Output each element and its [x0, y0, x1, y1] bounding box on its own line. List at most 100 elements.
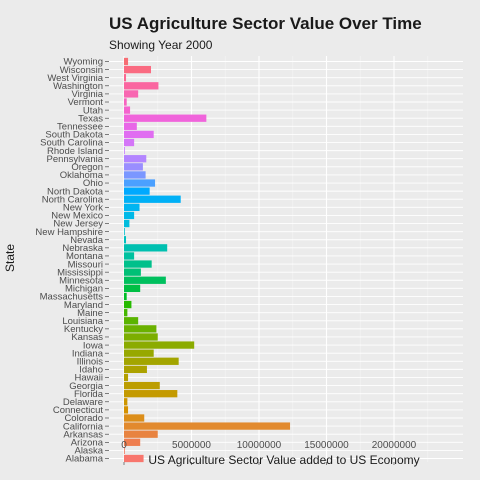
- y-tick-label: Utah: [83, 105, 103, 116]
- bar-vermont: [124, 98, 127, 106]
- bar-ohio: [124, 179, 156, 187]
- y-tick-label: Maryland: [64, 300, 103, 311]
- y-tick-label: Louisiana: [62, 316, 103, 327]
- y-tick-label: Minnesota: [59, 275, 104, 286]
- bar-missouri: [124, 260, 152, 268]
- y-tick-label: New York: [63, 203, 103, 214]
- y-tick-label: Michigan: [65, 284, 103, 295]
- y-tick-label: Colorado: [64, 413, 103, 424]
- y-tick-label: Georgia: [69, 381, 104, 392]
- bar-california: [124, 422, 291, 430]
- bar-oklahoma: [124, 171, 146, 179]
- bar-maine: [124, 309, 128, 317]
- y-tick-label: Ohio: [83, 178, 103, 189]
- y-tick-label: Vermont: [68, 97, 104, 108]
- y-tick-label: California: [63, 421, 104, 432]
- bar-iowa: [124, 341, 195, 349]
- x-tick-label: 20000000: [372, 440, 417, 451]
- y-tick-label: Arizona: [71, 437, 104, 448]
- x-tick-labels: 0 5000000 10000000 15000000 20000000: [121, 440, 417, 465]
- bar-nevada: [124, 236, 127, 244]
- bar-washington: [124, 82, 159, 90]
- y-tick-label: Washington: [53, 81, 103, 92]
- bar-nebraska: [124, 244, 168, 252]
- bar-south-carolina: [124, 138, 135, 147]
- y-tick-label: New Hampshire: [35, 227, 103, 238]
- y-tick-label: Wyoming: [63, 57, 103, 68]
- x-tick-label: 5000000: [172, 440, 211, 451]
- y-tick-label: Mississippi: [57, 267, 103, 278]
- y-tick-label: Massachusetts: [40, 292, 104, 303]
- y-tick-label: Alabama: [66, 454, 104, 465]
- bar-tennessee: [124, 122, 137, 130]
- bar-new-mexico: [124, 211, 135, 220]
- bar-north-carolina: [124, 195, 181, 203]
- y-tick-label: Iowa: [83, 340, 104, 351]
- y-tick-label: Kansas: [71, 332, 103, 343]
- bar-alabama: [124, 454, 144, 463]
- y-tick-label: Oregon: [71, 162, 103, 173]
- y-axis-label: State: [3, 244, 17, 272]
- bar-illinois: [124, 357, 179, 365]
- y-tick-label: Virginia: [71, 89, 103, 100]
- y-tick-label: Arkansas: [63, 429, 103, 440]
- bar-south-dakota: [124, 130, 154, 139]
- bar-wyoming: [124, 57, 129, 66]
- x-tick-label: 15000000: [304, 440, 349, 451]
- bar-pennsylvania: [124, 155, 147, 163]
- y-tick-label: Connecticut: [53, 405, 104, 416]
- bar-maryland: [124, 300, 132, 309]
- bar-new-york: [124, 203, 140, 211]
- y-tick-label: Montana: [66, 251, 104, 262]
- bar-kentucky: [124, 325, 157, 333]
- bar-north-dakota: [124, 187, 150, 195]
- y-tick-label: Wisconsin: [60, 65, 103, 76]
- x-tick-label: 0: [121, 440, 127, 451]
- y-tick-label: Hawaii: [74, 373, 103, 384]
- y-tick-label: Nebraska: [62, 243, 103, 254]
- x-axis-label: US Agriculture Sector Value added to US …: [148, 453, 419, 467]
- bar-oregon: [124, 163, 143, 171]
- bar-alaska: [124, 446, 125, 455]
- bar-idaho: [124, 365, 147, 374]
- y-tick-label: Maine: [77, 308, 103, 319]
- bar-montana: [124, 252, 135, 260]
- y-tick-label: South Carolina: [40, 138, 104, 149]
- bar-mississippi: [124, 268, 141, 276]
- bar-west-virginia: [124, 74, 127, 82]
- y-tick-label: North Carolina: [42, 194, 104, 205]
- y-tick-label: Pennsylvania: [46, 154, 103, 165]
- y-tick-label: Indiana: [72, 348, 104, 359]
- y-tick-label: Rhode Island: [47, 146, 103, 157]
- chart-title: US Agriculture Sector Value Over Time: [109, 14, 422, 33]
- bar-minnesota: [124, 276, 166, 284]
- bar-colorado: [124, 414, 145, 422]
- y-tick-label: Tennessee: [57, 122, 103, 133]
- y-tick-label: Missouri: [68, 259, 103, 270]
- bar-new-jersey: [124, 219, 130, 228]
- bar-hawaii: [124, 373, 129, 382]
- y-tick-label: Delaware: [63, 397, 103, 408]
- bar-georgia: [124, 381, 160, 390]
- y-tick-label: Illinois: [77, 356, 104, 367]
- bars: [124, 57, 291, 463]
- y-tick-label: New Jersey: [53, 219, 103, 230]
- chart-subtitle: Showing Year 2000: [109, 38, 213, 52]
- bar-rhode-island: [124, 146, 125, 155]
- y-tick-label: North Dakota: [47, 186, 104, 197]
- x-tick-label: 10000000: [237, 440, 282, 451]
- bar-arkansas: [124, 430, 158, 438]
- y-tick-label: Florida: [74, 389, 104, 400]
- bar-delaware: [124, 398, 128, 406]
- bar-indiana: [124, 349, 154, 357]
- bar-connecticut: [124, 406, 129, 414]
- bar-kansas: [124, 333, 158, 341]
- bar-florida: [124, 390, 178, 398]
- y-tick-label: Nevada: [70, 235, 103, 246]
- y-tick-label: West Virginia: [47, 73, 103, 84]
- bar-massachusetts: [124, 292, 127, 301]
- y-tick-label: Alaska: [74, 446, 103, 457]
- y-tick-label: South Dakota: [45, 130, 103, 141]
- y-tick-label: Idaho: [79, 365, 103, 376]
- bar-texas: [124, 114, 207, 122]
